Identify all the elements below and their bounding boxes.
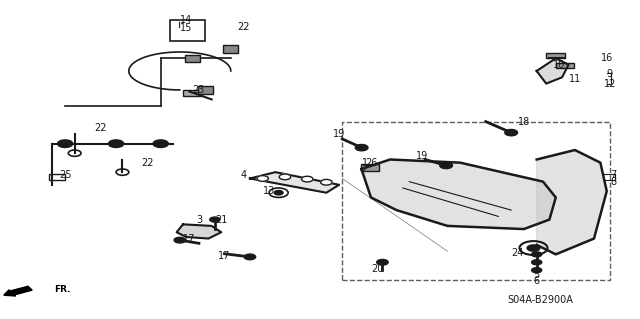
Circle shape <box>532 252 541 257</box>
Text: 18: 18 <box>518 116 530 127</box>
Text: 23: 23 <box>193 85 205 95</box>
Bar <box>342 122 610 280</box>
FancyArrow shape <box>4 286 32 296</box>
Circle shape <box>244 254 255 260</box>
Circle shape <box>58 140 73 147</box>
Polygon shape <box>362 160 556 229</box>
Text: 5: 5 <box>534 270 540 280</box>
Text: 4: 4 <box>241 170 246 180</box>
Text: 22: 22 <box>237 22 250 32</box>
Circle shape <box>355 145 368 151</box>
Circle shape <box>153 140 168 147</box>
Circle shape <box>279 174 291 180</box>
Circle shape <box>210 217 220 222</box>
Circle shape <box>532 260 541 265</box>
Polygon shape <box>537 58 568 84</box>
Text: 19: 19 <box>333 129 345 139</box>
Text: 12: 12 <box>604 78 616 89</box>
Text: 19: 19 <box>416 151 428 161</box>
Text: 15: 15 <box>180 23 193 33</box>
Bar <box>556 63 573 68</box>
Bar <box>546 53 565 58</box>
Text: 22: 22 <box>94 123 106 133</box>
Circle shape <box>532 268 541 273</box>
Circle shape <box>174 237 186 243</box>
Text: 7: 7 <box>610 170 616 180</box>
Polygon shape <box>177 224 221 239</box>
Bar <box>362 164 380 171</box>
Bar <box>183 90 202 96</box>
Text: 24: 24 <box>511 248 524 258</box>
Text: 20: 20 <box>371 263 383 274</box>
Circle shape <box>440 162 452 169</box>
Circle shape <box>321 179 332 185</box>
Circle shape <box>257 176 268 181</box>
Polygon shape <box>537 150 607 254</box>
Bar <box>223 45 239 53</box>
Text: 3: 3 <box>196 215 202 225</box>
Circle shape <box>108 140 124 147</box>
Text: 21: 21 <box>215 215 227 225</box>
Text: 16: 16 <box>600 53 613 63</box>
Circle shape <box>301 176 313 182</box>
Text: 17: 17 <box>218 251 230 261</box>
Circle shape <box>505 130 518 136</box>
Text: 6: 6 <box>534 276 540 286</box>
Text: FR.: FR. <box>54 285 70 294</box>
Text: 26: 26 <box>365 158 377 168</box>
Text: 17: 17 <box>183 234 196 243</box>
Text: 22: 22 <box>141 158 154 168</box>
Text: 10: 10 <box>553 60 565 70</box>
Text: 13: 13 <box>263 186 275 196</box>
Text: 2: 2 <box>362 164 368 174</box>
Text: 9: 9 <box>607 69 613 79</box>
Text: S04A-B2900A: S04A-B2900A <box>507 295 573 305</box>
Bar <box>198 86 213 94</box>
Polygon shape <box>250 172 339 193</box>
Circle shape <box>274 190 283 195</box>
Text: 8: 8 <box>610 177 616 187</box>
Text: 1: 1 <box>362 158 367 168</box>
Text: 14: 14 <box>180 15 192 26</box>
Circle shape <box>377 259 388 265</box>
Circle shape <box>527 245 540 251</box>
Text: 11: 11 <box>569 74 581 84</box>
Text: 25: 25 <box>59 170 72 180</box>
Bar <box>170 20 205 41</box>
Bar <box>185 55 200 62</box>
Bar <box>49 174 65 180</box>
